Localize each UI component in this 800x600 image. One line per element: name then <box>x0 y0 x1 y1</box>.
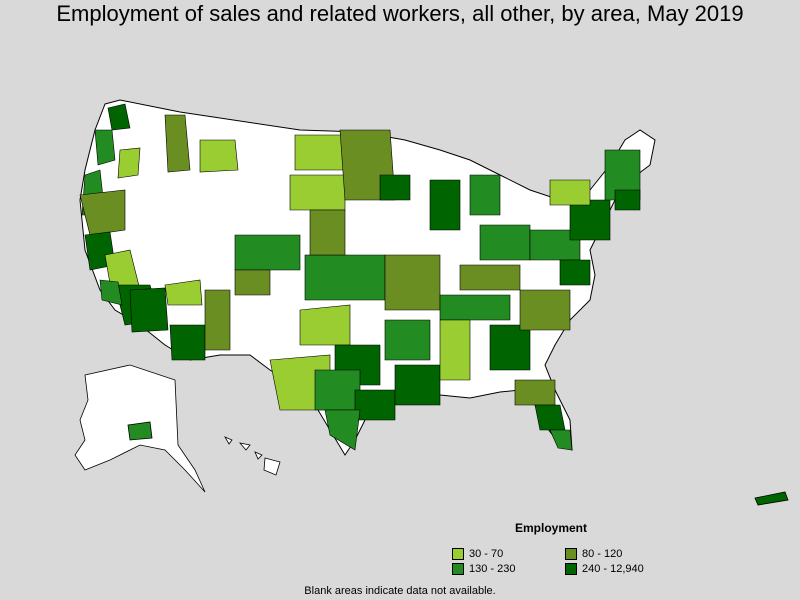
alaska <box>74 364 206 493</box>
region-missouri <box>384 254 441 311</box>
region-houston <box>354 389 396 421</box>
legend-swatch-2 <box>565 548 577 560</box>
us-choropleth-map <box>74 99 789 506</box>
region-carolinas <box>519 289 571 331</box>
region-minneapolis <box>379 174 411 201</box>
region-central-texas <box>314 369 361 411</box>
region-kentucky <box>459 264 521 291</box>
region-dakotas <box>294 134 346 171</box>
legend-title: Employment <box>515 521 588 535</box>
region-upstate-ny <box>549 179 591 206</box>
region-boston <box>614 189 641 211</box>
region-montana <box>199 139 239 173</box>
region-michigan <box>469 174 501 216</box>
hawaii <box>224 436 281 476</box>
region-seattle <box>107 103 131 131</box>
legend-label-2: 80 - 120 <box>582 548 623 560</box>
legend-item-4: 240 - 12,940 <box>565 563 644 575</box>
region-idaho <box>164 114 191 173</box>
region-western-wa <box>94 129 116 166</box>
region-anchorage <box>127 421 153 441</box>
legend-swatch-3 <box>452 563 464 575</box>
region-oklahoma <box>299 304 351 346</box>
region-chicago <box>429 179 461 231</box>
region-arkansas <box>384 319 431 361</box>
legend-label-4: 240 - 12,940 <box>582 563 644 575</box>
blank-areas-note: Blank areas indicate data not available. <box>304 585 496 597</box>
region-nm <box>204 289 231 351</box>
legend-item-1: 30 - 70 <box>452 548 503 560</box>
map-regions <box>79 103 641 451</box>
region-denver <box>234 234 301 271</box>
legend-item-2: 80 - 120 <box>565 548 622 560</box>
region-kansas <box>304 254 386 301</box>
region-dc-metro <box>559 259 591 286</box>
region-atlanta <box>489 324 531 371</box>
region-phoenix <box>129 287 169 333</box>
region-louisiana <box>394 364 441 406</box>
region-iowa <box>309 209 346 256</box>
region-new-york <box>569 199 611 241</box>
region-south-florida <box>549 429 573 451</box>
region-ohio <box>479 224 531 261</box>
region-la <box>99 279 123 306</box>
legend-swatch-4 <box>565 563 577 575</box>
legend-label-1: 30 - 70 <box>469 548 504 560</box>
legend-label-3: 130 - 230 <box>469 563 516 575</box>
region-nebraska <box>289 174 346 211</box>
region-tucson <box>169 324 206 361</box>
puerto-rico <box>754 491 789 506</box>
region-central-florida <box>534 404 566 431</box>
map-title: Employment of sales and related workers,… <box>56 1 744 26</box>
region-eastern-wa <box>117 147 141 179</box>
legend-item-3: 130 - 230 <box>452 563 515 575</box>
region-tennessee <box>439 294 511 321</box>
region-north-florida <box>514 379 556 406</box>
region-colorado-west <box>234 269 271 296</box>
region-northern-az <box>164 279 203 306</box>
region-northern-ca <box>79 189 126 236</box>
region-south-texas <box>324 409 361 451</box>
region-mississippi <box>439 319 471 381</box>
legend-swatch-1 <box>452 548 464 560</box>
